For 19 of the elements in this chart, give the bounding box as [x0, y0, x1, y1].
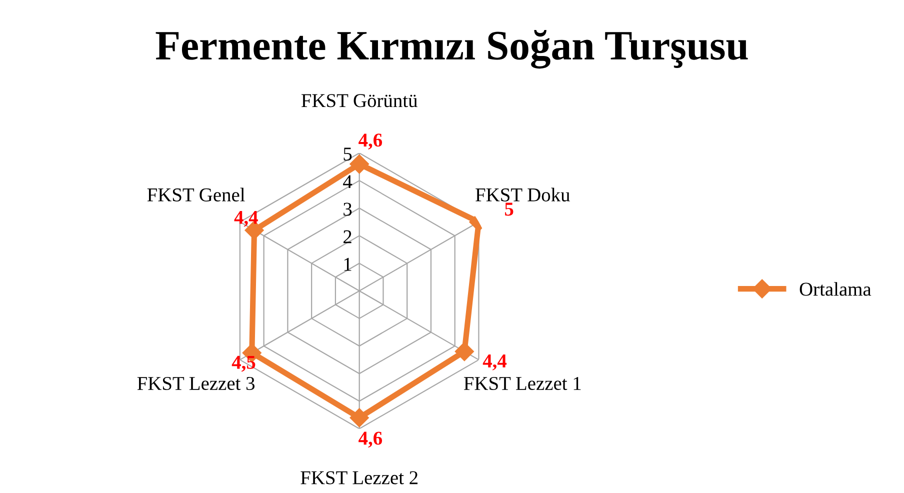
data-label: 4,4	[234, 210, 258, 227]
y-tick-label: 3	[344, 202, 352, 216]
y-tick-label: 5	[344, 148, 352, 161]
y-tick-label: 4	[343, 175, 352, 188]
spoke-label: FKST Lezzet 3	[137, 376, 255, 390]
legend-label: Ortalama	[800, 282, 872, 296]
chart-title: Fermente Kırmızı Soğan Turşusu	[156, 30, 748, 69]
data-label: 4,6	[358, 134, 382, 150]
spoke-label: FKST Doku	[476, 188, 570, 202]
data-label: 5	[505, 202, 514, 216]
y-tick-label: 1	[344, 258, 352, 271]
spoke-label: FKST Görüntü	[301, 94, 418, 108]
spoke-label: FKST Lezzet 1	[464, 376, 581, 390]
spoke-label: FKST Lezzet 2	[300, 471, 418, 484]
data-label: 4,6	[358, 432, 382, 448]
spoke-label: FKST Genel	[147, 188, 245, 202]
data-label: 4,5	[232, 356, 256, 372]
data-label: 4,4	[482, 354, 507, 370]
y-tick-label: 2	[344, 230, 352, 244]
